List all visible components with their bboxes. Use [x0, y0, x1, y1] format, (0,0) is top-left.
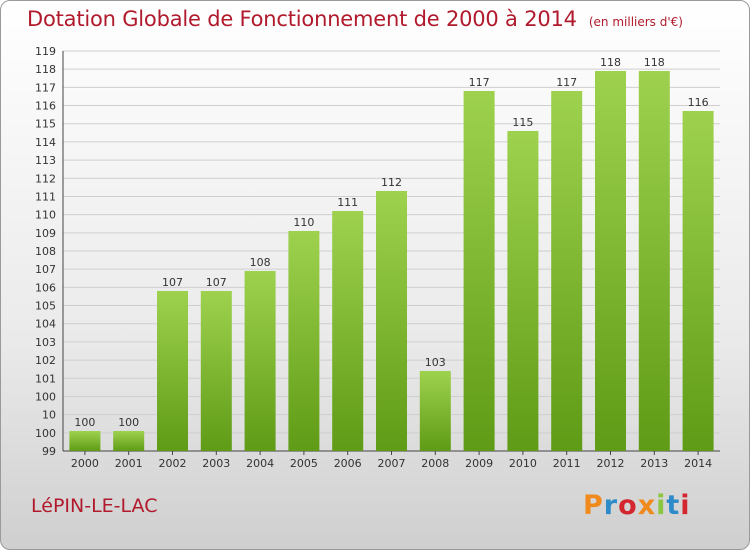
bar	[638, 71, 670, 451]
value-label: 118	[600, 56, 621, 69]
x-tick-label: 2010	[509, 457, 537, 470]
bar	[288, 231, 320, 451]
y-tick-label: 108	[35, 245, 56, 258]
logo-letter: x	[637, 490, 657, 521]
x-tick-label: 2000	[71, 457, 99, 470]
y-tick-label: 110	[35, 209, 56, 222]
y-tick-label: 10	[42, 409, 56, 422]
y-tick-label: 119	[35, 45, 56, 58]
x-tick-label: 2013	[640, 457, 668, 470]
value-label: 117	[556, 76, 577, 89]
x-tick-label: 2006	[334, 457, 362, 470]
y-tick-label: 109	[35, 227, 56, 240]
y-tick-label: 99	[42, 445, 56, 458]
logo-letter: P	[583, 490, 604, 521]
logo-letter: r	[603, 490, 619, 521]
x-tick-label: 2007	[378, 457, 406, 470]
x-tick-label: 2008	[421, 457, 449, 470]
logo-letter: i	[656, 490, 667, 521]
y-tick-label: 100	[35, 390, 56, 403]
y-tick-label: 117	[35, 81, 56, 94]
bar	[244, 271, 276, 451]
x-tick-label: 2003	[202, 457, 230, 470]
y-tick-label: 101	[35, 372, 56, 385]
bar	[113, 431, 145, 451]
bar	[376, 191, 407, 451]
title-row: Dotation Globale de Fonctionnement de 20…	[27, 7, 683, 31]
y-tick-label: 107	[35, 263, 56, 276]
logo-letter: o	[618, 490, 638, 521]
value-label: 118	[644, 56, 665, 69]
x-tick-label: 2011	[553, 457, 581, 470]
y-tick-label: 100	[35, 427, 56, 440]
logo-letter: i	[680, 490, 691, 521]
y-tick-label: 102	[35, 354, 56, 367]
bar	[157, 291, 188, 451]
value-label: 103	[425, 356, 446, 369]
x-tick-label: 2012	[597, 457, 625, 470]
value-label: 108	[250, 256, 271, 269]
x-tick-label: 2014	[684, 457, 712, 470]
bar	[332, 211, 364, 451]
y-tick-label: 118	[35, 63, 56, 76]
x-tick-label: 2005	[290, 457, 318, 470]
y-tick-label: 106	[35, 281, 56, 294]
value-label: 116	[688, 96, 709, 109]
x-tick-label: 2002	[159, 457, 187, 470]
commune-name: LéPIN-LE-LAC	[31, 495, 158, 517]
bar	[200, 291, 232, 451]
bar	[682, 111, 714, 451]
y-tick-label: 114	[35, 136, 56, 149]
bar	[69, 431, 101, 451]
y-tick-label: 116	[35, 100, 56, 113]
x-tick-label: 2009	[465, 457, 493, 470]
bar	[463, 91, 495, 451]
chart-title: Dotation Globale de Fonctionnement de 20…	[27, 7, 577, 31]
value-label: 115	[512, 116, 533, 129]
y-tick-label: 111	[35, 190, 56, 203]
y-tick-label: 112	[35, 172, 56, 185]
y-tick-label: 115	[35, 118, 56, 131]
logo-letter: t	[666, 490, 681, 521]
proxiti-logo: Proxiti	[583, 490, 691, 521]
y-tick-label: 113	[35, 154, 56, 167]
y-tick-label: 103	[35, 336, 56, 349]
value-label: 111	[337, 196, 358, 209]
value-label: 117	[469, 76, 490, 89]
value-label: 100	[118, 416, 139, 429]
y-tick-label: 105	[35, 300, 56, 313]
bar	[551, 91, 583, 451]
bar	[595, 71, 626, 451]
chart-unit: (en milliers d'€)	[588, 15, 683, 29]
value-label: 107	[162, 276, 183, 289]
bar	[419, 371, 451, 451]
bar	[507, 131, 539, 451]
value-label: 112	[381, 176, 402, 189]
value-label: 100	[74, 416, 95, 429]
y-tick-label: 104	[35, 318, 56, 331]
value-label: 107	[206, 276, 227, 289]
x-tick-label: 2004	[246, 457, 274, 470]
x-tick-label: 2001	[115, 457, 143, 470]
value-label: 110	[293, 216, 314, 229]
